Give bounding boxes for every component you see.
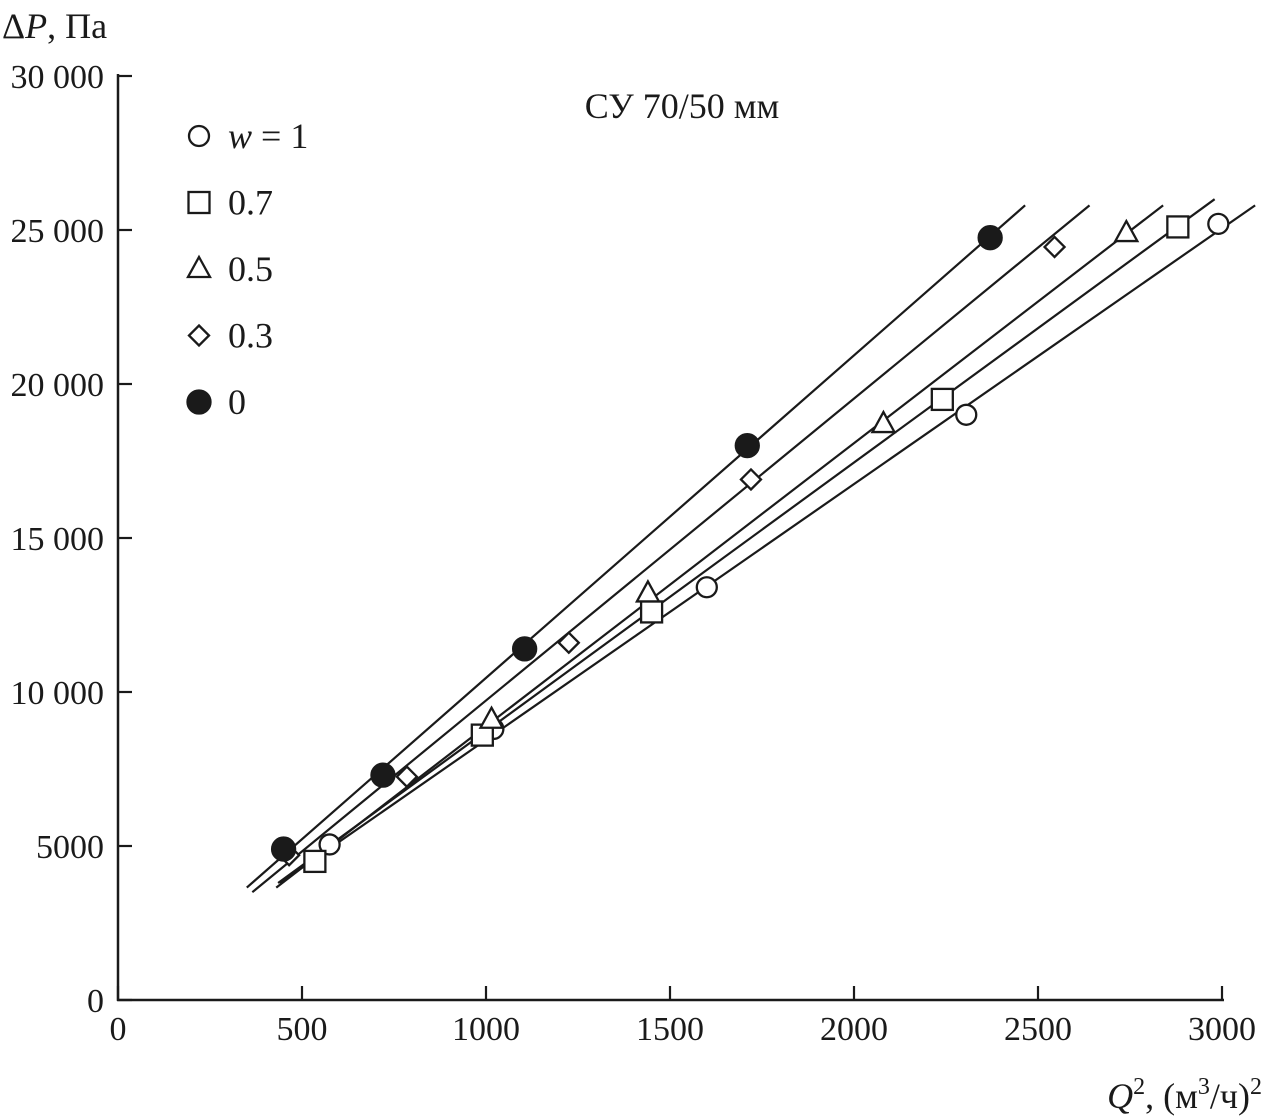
data-point-w-0.7 bbox=[639, 600, 664, 624]
data-point-w-0.5 bbox=[1113, 218, 1140, 243]
data-point-w-0.7 bbox=[1166, 215, 1190, 239]
y-tick-label: 30 000 bbox=[11, 59, 105, 96]
legend-label-w-1: w = 1 bbox=[228, 116, 308, 156]
x-tick-label: 500 bbox=[277, 1011, 328, 1048]
x-tick-label: 1000 bbox=[452, 1011, 520, 1048]
data-point-w-0 bbox=[270, 836, 297, 862]
axes: 0 500 1000 1500 2000 2500 3000 0 5000 10 000 15 00… bbox=[11, 59, 1257, 1048]
legend: w = 1 0.7 0.5 0.3 0 bbox=[186, 116, 308, 422]
y-tick-label: 20 000 bbox=[11, 367, 105, 404]
y-tick-label: 15 000 bbox=[11, 521, 105, 558]
x-tick-label: 0 bbox=[110, 1011, 127, 1048]
fit-line-w-0.5 bbox=[275, 204, 1164, 889]
x-tick-label: 2000 bbox=[820, 1011, 888, 1048]
data-point-w-0.7 bbox=[303, 849, 327, 874]
fit-line-w-1 bbox=[279, 204, 1256, 884]
data-point-w-1 bbox=[318, 833, 341, 856]
fit-line-w-0.7 bbox=[277, 198, 1216, 884]
legend-label-w-0.5: 0.5 bbox=[228, 249, 273, 289]
legend-marker-w-0.3 bbox=[187, 323, 211, 348]
data-point-w-0 bbox=[511, 636, 538, 662]
data-point-w-0.7 bbox=[930, 387, 954, 412]
data-point-w-0.3 bbox=[557, 631, 581, 655]
data-markers bbox=[270, 212, 1230, 874]
data-point-w-1 bbox=[955, 403, 978, 426]
legend-label-w-0.3: 0.3 bbox=[228, 316, 273, 356]
data-point-w-1 bbox=[1207, 212, 1230, 235]
data-point-w-0.5 bbox=[870, 409, 897, 434]
data-point-w-0.3 bbox=[395, 765, 419, 789]
fit-line-w-0 bbox=[246, 204, 1026, 889]
data-point-w-0.3 bbox=[739, 467, 763, 492]
x-tick-label: 2500 bbox=[1004, 1011, 1072, 1048]
x-axis-title: Q2, (м3/ч)2 bbox=[1107, 1074, 1262, 1116]
legend-marker-w-0.7 bbox=[187, 190, 211, 215]
y-tick-label: 25 000 bbox=[11, 213, 105, 250]
x-tick-label: 1500 bbox=[636, 1011, 704, 1048]
chart-title: СУ 70/50 мм bbox=[585, 86, 780, 126]
y-tick-label: 5000 bbox=[36, 829, 104, 866]
legend-marker-w-0.5 bbox=[186, 254, 212, 279]
y-axis-title: ΔP, Па bbox=[2, 6, 107, 46]
y-tick-label: 10 000 bbox=[11, 675, 105, 712]
legend-label-w-0.7: 0.7 bbox=[228, 183, 273, 223]
legend-marker-w-1 bbox=[187, 124, 211, 148]
data-point-w-0.5 bbox=[478, 705, 505, 729]
legend-label-w-0: 0 bbox=[228, 382, 246, 422]
fit-line-w-0.3 bbox=[251, 204, 1091, 894]
legend-marker-w-0 bbox=[186, 389, 212, 415]
data-point-w-0.3 bbox=[1042, 235, 1067, 259]
data-point-w-0.5 bbox=[634, 579, 661, 603]
y-tick-label: 0 bbox=[87, 983, 104, 1020]
data-point-w-0 bbox=[734, 432, 760, 459]
fit-lines bbox=[246, 198, 1256, 894]
data-point-w-0 bbox=[977, 225, 1003, 251]
x-tick-label: 3000 bbox=[1188, 1011, 1256, 1048]
data-point-w-0 bbox=[370, 762, 396, 788]
data-point-w-1 bbox=[695, 576, 718, 599]
